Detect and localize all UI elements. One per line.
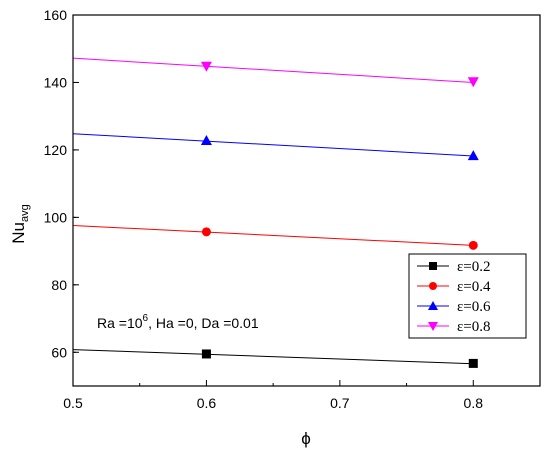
- y-axis-title-main: Nu: [9, 222, 28, 244]
- series-2-line: [72, 224, 474, 246]
- x-axis-title: ϕ: [301, 429, 311, 448]
- annotation-part2: , Ha =0, Da =0.01: [148, 315, 259, 331]
- y-tick-label: 120: [44, 142, 68, 158]
- series-1-point: [468, 358, 478, 368]
- series-1-point: [201, 349, 211, 359]
- legend-label-4: ε=0.8: [457, 319, 491, 335]
- legend-marker-1: [429, 262, 437, 270]
- legend-marker-4: [428, 322, 438, 331]
- x-tick-label: 0.6: [197, 395, 217, 411]
- series-2-point: [201, 227, 211, 237]
- annotation: Ra =106, Ha =0, Da =0.01: [97, 313, 259, 331]
- annotation-superscript: 6: [143, 313, 149, 324]
- plot-area: [72, 57, 479, 368]
- legend-marker-2: [429, 282, 437, 290]
- series-3-point: [200, 134, 212, 145]
- series-2-point: [468, 240, 478, 250]
- series-4-point: [467, 77, 479, 88]
- y-axis-title: Nuavg: [9, 204, 31, 243]
- annotation-part1: Ra =10: [97, 315, 143, 331]
- legend-marker-3: [428, 301, 438, 310]
- series-4-line: [72, 57, 474, 83]
- y-tick-label: 80: [51, 277, 67, 293]
- axes: 0.5 0.6 0.7 0.8 60 80 100 120 140 160: [44, 7, 541, 411]
- x-tick-label: 0.7: [330, 395, 350, 411]
- legend-label-3: ε=0.6: [457, 299, 491, 315]
- plot-frame: [72, 14, 541, 387]
- series-3-point: [467, 150, 479, 161]
- legend: ε=0.2 ε=0.4 ε=0.6 ε=0.8: [408, 253, 527, 339]
- series-4-point: [200, 61, 212, 72]
- y-tick-label: 60: [51, 344, 67, 360]
- legend-label-2: ε=0.4: [457, 279, 491, 295]
- y-tick-label: 140: [44, 74, 68, 90]
- y-tick-label: 100: [44, 209, 68, 225]
- y-axis-title-sub: avg: [19, 204, 31, 222]
- x-tick-label: 0.8: [464, 395, 484, 411]
- legend-box: [408, 253, 527, 339]
- x-tick-label: 0.5: [63, 395, 83, 411]
- y-tick-label: 160: [44, 7, 68, 23]
- series-3-line: [72, 133, 474, 157]
- legend-label-1: ε=0.2: [457, 259, 491, 275]
- series-1-line: [72, 349, 474, 365]
